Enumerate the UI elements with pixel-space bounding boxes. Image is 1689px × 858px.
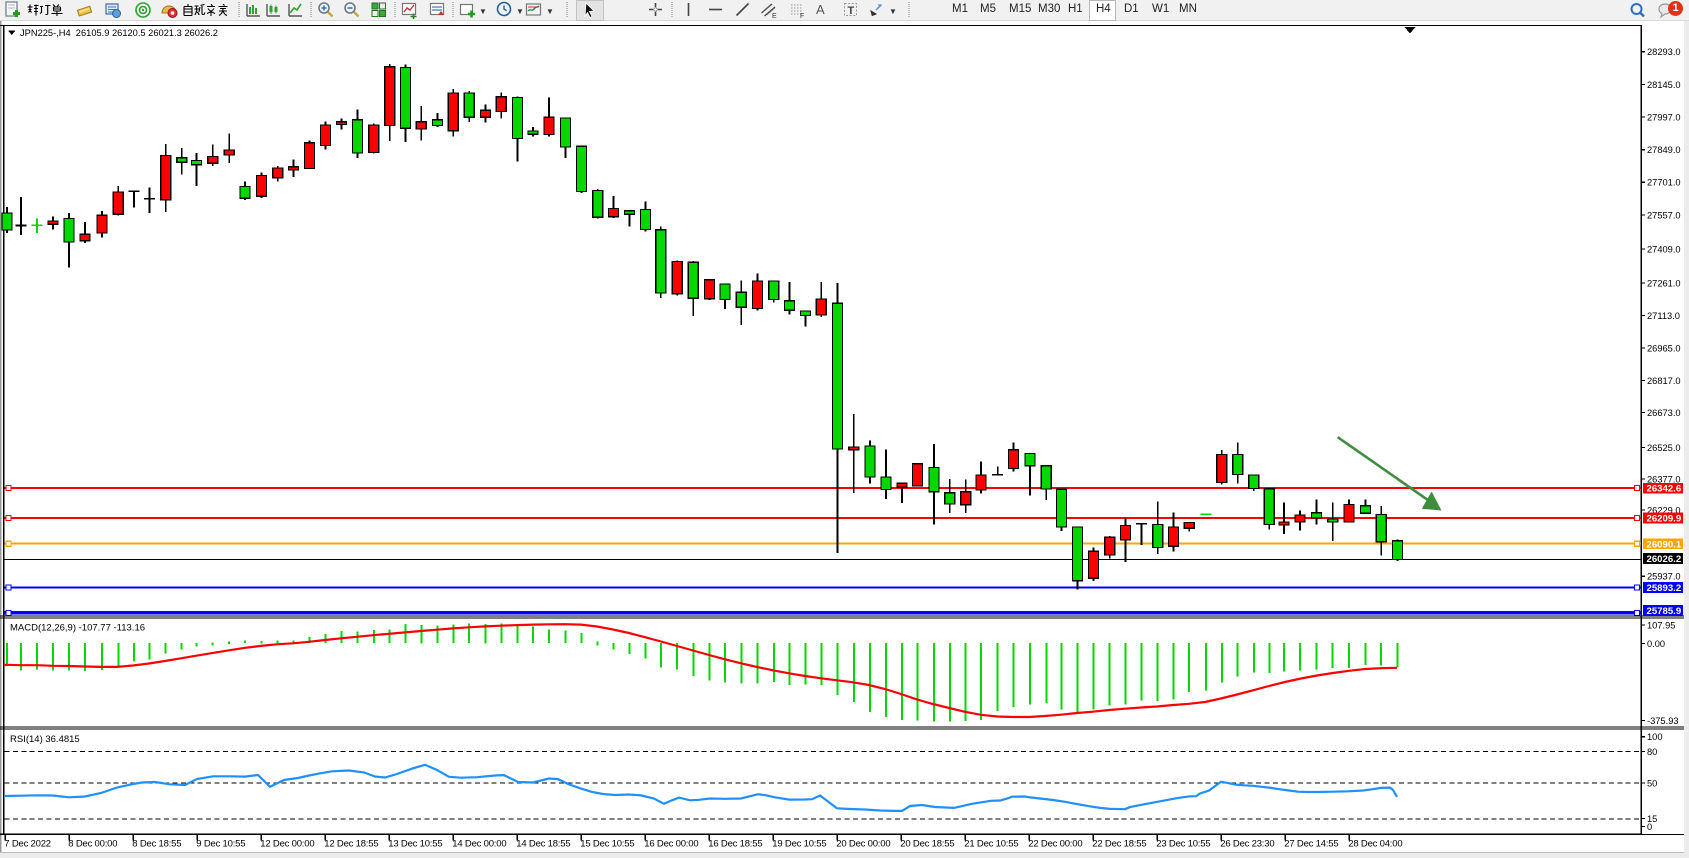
svg-text:13 Dec 10:55: 13 Dec 10:55: [388, 839, 442, 850]
svg-text:27997.0: 27997.0: [1647, 113, 1681, 123]
svg-text:9 Dec 10:55: 9 Dec 10:55: [196, 839, 245, 850]
svg-text:8 Dec 00:00: 8 Dec 00:00: [68, 839, 117, 850]
svg-text:-375.93: -375.93: [1647, 716, 1679, 726]
svg-text:27849.0: 27849.0: [1647, 145, 1681, 155]
svg-text:F: F: [800, 13, 804, 19]
svg-text:27701.0: 27701.0: [1647, 178, 1681, 188]
svg-text:T: T: [848, 5, 855, 17]
svg-text:JPN225-,H4 26105.9 26120.5 26: JPN225-,H4 26105.9 26120.5 26021.3 26026…: [20, 28, 218, 38]
svg-text:26525.0: 26525.0: [1647, 443, 1681, 453]
svg-text:25785.9: 25785.9: [1647, 606, 1682, 617]
svg-text:22 Dec 00:00: 22 Dec 00:00: [1028, 839, 1082, 850]
svg-text:26673.0: 26673.0: [1647, 408, 1681, 418]
svg-text:20 Dec 00:00: 20 Dec 00:00: [836, 839, 890, 850]
svg-text:26377.0: 26377.0: [1647, 474, 1681, 484]
svg-text:E: E: [772, 13, 777, 19]
svg-text:14 Dec 18:55: 14 Dec 18:55: [516, 839, 570, 850]
svg-text:25893.2: 25893.2: [1647, 583, 1682, 594]
svg-text:26 Dec 23:30: 26 Dec 23:30: [1220, 839, 1274, 850]
svg-text:25937.0: 25937.0: [1647, 572, 1681, 582]
svg-text:28145.0: 28145.0: [1647, 80, 1681, 90]
svg-text:16 Dec 18:55: 16 Dec 18:55: [708, 839, 762, 850]
svg-text:RSI(14) 36.4815: RSI(14) 36.4815: [10, 734, 80, 745]
svg-text:19 Dec 10:55: 19 Dec 10:55: [772, 839, 826, 850]
svg-text:26090.1: 26090.1: [1647, 539, 1682, 550]
svg-text:MACD(12,26,9) -107.77 -113.16: MACD(12,26,9) -107.77 -113.16: [10, 623, 145, 634]
svg-text:12 Dec 18:55: 12 Dec 18:55: [324, 839, 378, 850]
svg-text:22 Dec 18:55: 22 Dec 18:55: [1092, 839, 1146, 850]
svg-text:28293.0: 28293.0: [1647, 47, 1681, 57]
svg-text:26342.6: 26342.6: [1647, 484, 1682, 495]
svg-text:15 Dec 10:55: 15 Dec 10:55: [580, 839, 634, 850]
svg-text:16 Dec 00:00: 16 Dec 00:00: [644, 839, 698, 850]
svg-text:7 Dec 2022: 7 Dec 2022: [4, 839, 51, 850]
svg-text:100: 100: [1647, 732, 1663, 742]
svg-text:26026.2: 26026.2: [1647, 554, 1682, 565]
svg-text:23 Dec 10:55: 23 Dec 10:55: [1156, 839, 1210, 850]
svg-text:27 Dec 14:55: 27 Dec 14:55: [1284, 839, 1338, 850]
svg-text:14 Dec 00:00: 14 Dec 00:00: [452, 839, 506, 850]
svg-text:26229.0: 26229.0: [1647, 506, 1681, 516]
svg-text:107.95: 107.95: [1647, 620, 1675, 630]
svg-text:27113.0: 27113.0: [1647, 311, 1680, 321]
svg-text:50: 50: [1647, 778, 1657, 788]
svg-text:27261.0: 27261.0: [1647, 278, 1681, 288]
svg-text:0.00: 0.00: [1647, 639, 1665, 649]
svg-text:27409.0: 27409.0: [1647, 244, 1681, 254]
svg-text:27557.0: 27557.0: [1647, 210, 1681, 220]
svg-text:26965.0: 26965.0: [1647, 343, 1681, 353]
svg-text:26209.9: 26209.9: [1647, 514, 1682, 525]
svg-text:0: 0: [1647, 822, 1652, 832]
svg-text:15: 15: [1647, 814, 1657, 824]
svg-text:20 Dec 18:55: 20 Dec 18:55: [900, 839, 954, 850]
svg-text:12 Dec 00:00: 12 Dec 00:00: [260, 839, 314, 850]
svg-text:28 Dec 04:00: 28 Dec 04:00: [1348, 839, 1402, 850]
svg-text:80: 80: [1647, 747, 1657, 757]
svg-text:21 Dec 10:55: 21 Dec 10:55: [964, 839, 1018, 850]
svg-text:26817.0: 26817.0: [1647, 376, 1681, 386]
svg-text:8 Dec 18:55: 8 Dec 18:55: [132, 839, 181, 850]
